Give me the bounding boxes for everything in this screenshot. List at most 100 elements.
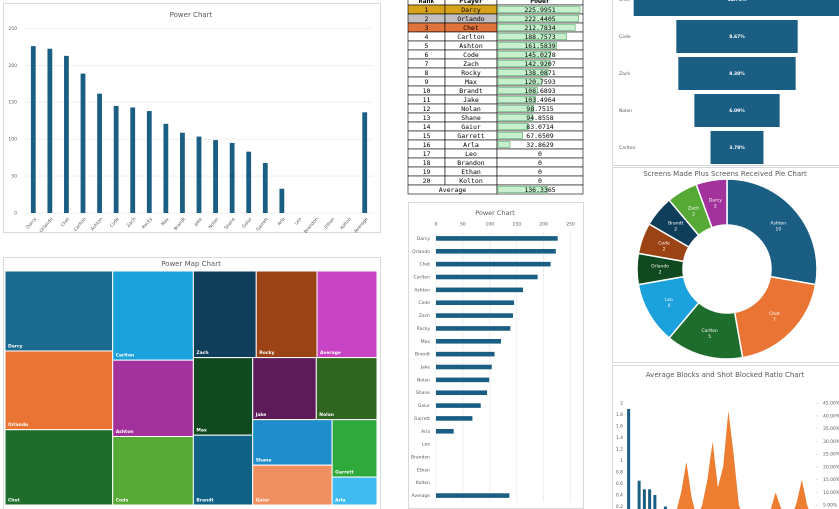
chart-title: Average Blocks and Shot Blocked Ratio Ch… [646,371,805,379]
data-bar [497,105,535,112]
data-bar [497,132,523,139]
table-cell-text: Rocky [461,69,481,77]
table-cell-text: 222.4405 [524,15,555,23]
table-cell-text: 83.0714 [526,123,553,131]
bar [163,123,169,213]
bar [47,48,53,214]
bar [30,46,36,213]
category-label: Zach [619,71,630,77]
y-tick-label: Chet [419,262,430,268]
table-cell-text: 9 [425,78,429,86]
y-tick-label: Leo [422,442,430,448]
table-cell-text: 5 [425,42,429,50]
y2-tick-label: 45.00% [823,401,839,407]
table-cell-text: 142.9207 [524,60,555,68]
table-cell-text: 67.6509 [526,132,553,140]
slice-value: 5 [708,334,711,340]
y-tick-label: Ashton [414,287,430,293]
category-label: Code [619,34,631,40]
table-cell-text: 120.7593 [524,78,555,86]
table-cell-text: Average [439,186,466,194]
table-cell-text: 11 [423,96,431,104]
slice-label: Ashton [770,220,786,226]
value-label: 3.78% [729,145,745,151]
table-cell-text: 19 [423,168,431,176]
treemap-tile [192,434,254,506]
area [676,410,809,509]
treemap-tile [252,419,333,466]
y-tick-label: Shane [416,390,430,396]
table-cell-text: 98.7515 [526,105,553,113]
bar [436,300,515,306]
x-tick-label: Jake [192,216,203,228]
treemap-tile [316,270,378,359]
slice-value: 2 [663,247,666,253]
tile-label: Shane [256,458,272,464]
bar [663,506,667,509]
treemap-tile [252,357,317,421]
bar [97,93,102,213]
bar [436,351,495,357]
data-bar [497,141,511,148]
table-cell-text: 225.9951 [524,6,555,14]
table-header: Rank [419,0,435,5]
bar [262,163,268,213]
table-cell-text: 161.5839 [524,42,555,50]
treemap-tile [112,435,194,506]
y-tick-label: Zach [419,313,430,319]
table-cell-text: Zach [463,60,479,68]
table-cell-text: Brandon [457,159,484,167]
data-bar [497,114,533,121]
y2-tick-label: 35.00% [823,426,839,432]
bar [180,132,185,213]
data-bar [497,78,543,85]
y2-tick-label: 30.00% [823,439,839,445]
bar [436,428,454,434]
y-tick-label: 1.6 [616,424,623,430]
bar [213,140,218,213]
x-tick-label: 0 [435,222,438,228]
treemap-tile [331,419,378,478]
slice-value: 2 [674,226,677,232]
treemap-tile [4,350,114,431]
table-cell-text: Ashton [459,42,483,50]
pie-slice [726,178,818,286]
tile-label: Rocky [259,350,274,356]
data-bar [497,33,567,40]
bar [113,105,119,213]
y2-tick-label: 15.00% [823,477,839,483]
table-cell-text: 0 [538,168,542,176]
y2-tick-label: 25.00% [823,452,839,458]
slice-label: Chet [769,311,780,317]
table-cell-text: 17 [423,150,431,158]
y-tick-label: Kolton [416,480,430,486]
data-bar [497,87,538,94]
y-tick-label: 0.4 [616,493,623,499]
bar [648,489,652,509]
slice-value: 10 [775,226,781,232]
tile-label: Jake [255,412,267,418]
y-tick-label: Average [412,493,431,499]
bar [436,377,490,383]
bar [80,73,86,214]
x-tick-label: Max [160,216,171,227]
treemap-tile [112,359,194,437]
bar [642,489,646,509]
bar [362,112,368,213]
table-cell-text: 1 [425,6,429,14]
treemap-tile [192,270,257,359]
tile-label: Chet [8,498,21,504]
tile-label: Code [116,498,129,504]
x-tick-label: Chet [60,216,72,228]
table-cell-text: Darcy [461,6,481,14]
bar [436,326,511,331]
table-cell-text: Arla [463,141,479,149]
table-cell-text: Chet [463,24,479,32]
slice-value: 4 [668,303,671,309]
table-cell-text: 2 [425,15,429,23]
y-tick-label: Darcy [417,236,430,242]
bar [436,416,473,421]
bar [436,364,492,370]
